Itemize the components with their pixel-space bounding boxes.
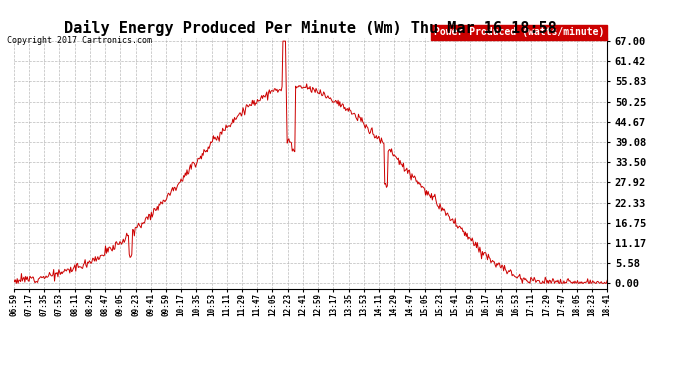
Text: Power Produced (watts/minute): Power Produced (watts/minute) bbox=[434, 27, 604, 38]
Text: Copyright 2017 Cartronics.com: Copyright 2017 Cartronics.com bbox=[7, 36, 152, 45]
Title: Daily Energy Produced Per Minute (Wm) Thu Mar 16 18:58: Daily Energy Produced Per Minute (Wm) Th… bbox=[64, 20, 557, 36]
